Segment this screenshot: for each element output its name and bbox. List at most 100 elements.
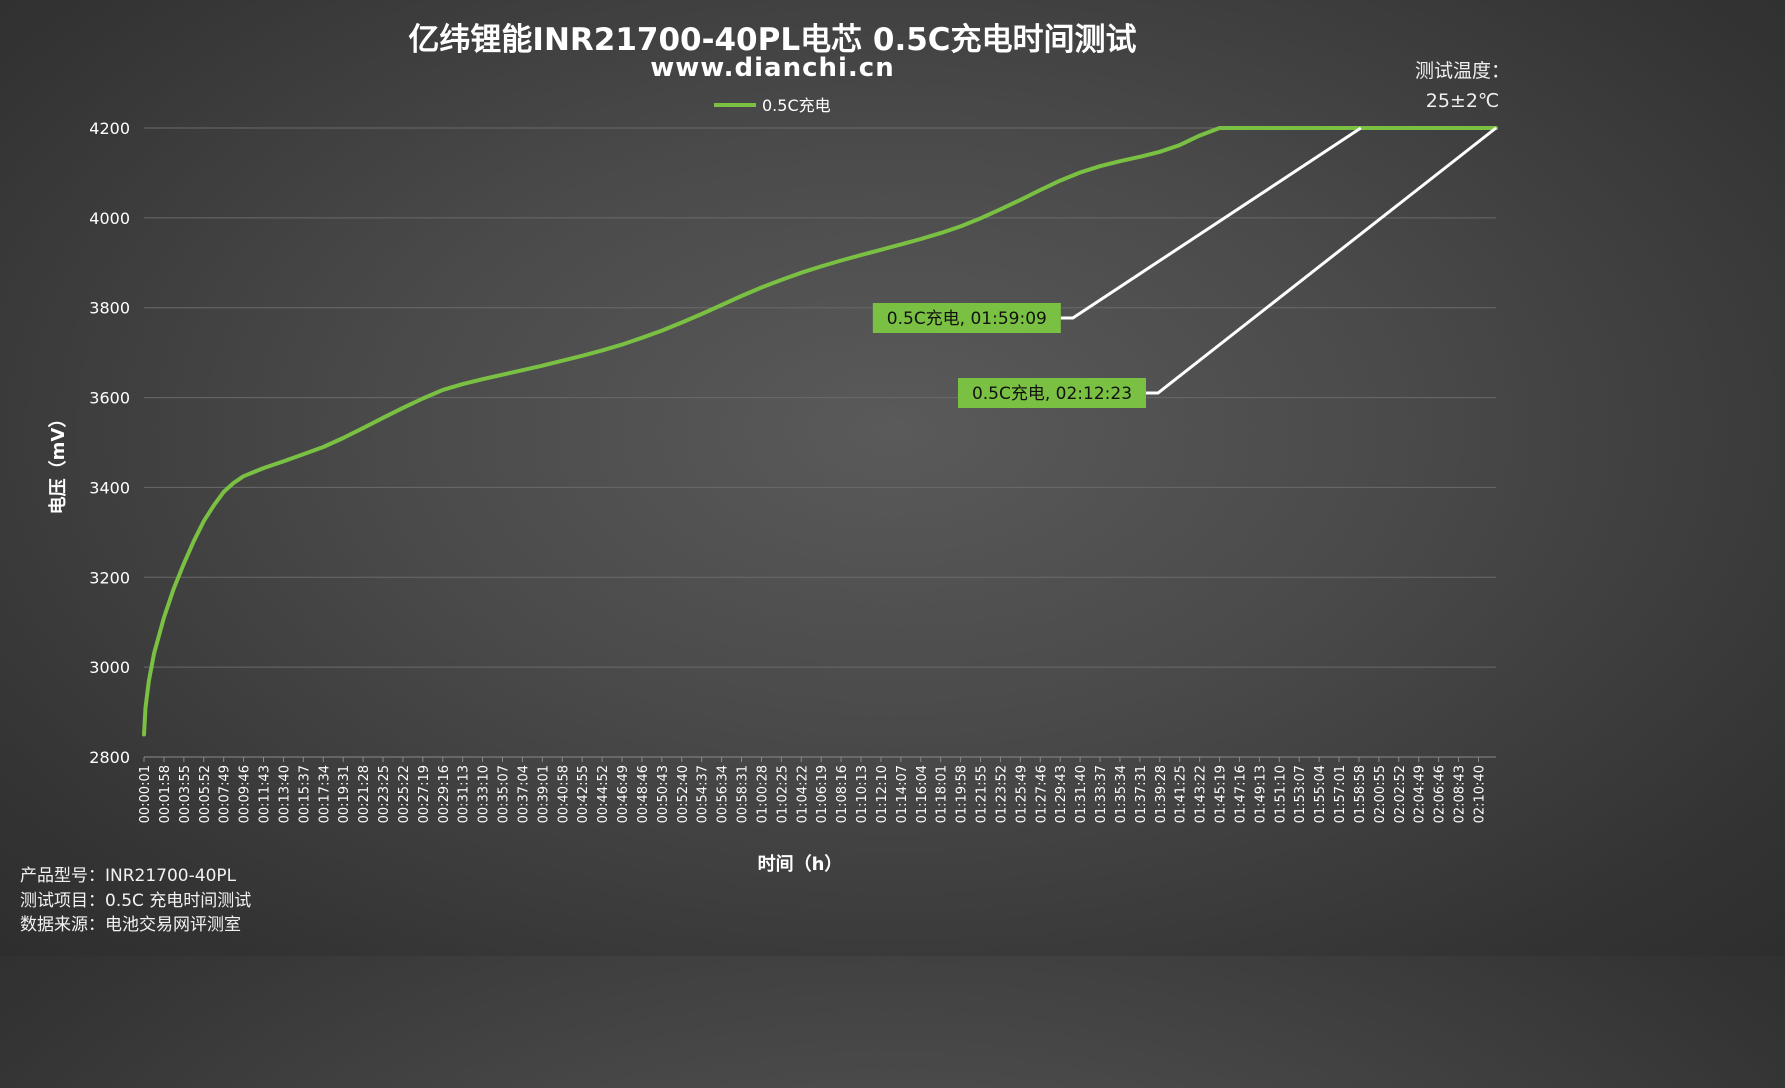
x-tick-label: 01:58:58 <box>1353 765 1368 823</box>
x-axis-title: 时间（h） <box>758 854 843 875</box>
x-tick-label: 00:54:37 <box>696 765 711 823</box>
x-axis: 00:00:01 00:01:58 00:03:55 00:05:52 00:07:49… <box>138 756 1496 823</box>
annotation-label: 0.5C充电, 02:12:23 <box>972 384 1132 404</box>
x-tick-label: 00:48:46 <box>636 765 651 823</box>
annotations: 0.5C充电, 01:59:09 0.5C充电, 02:12:23 <box>872 126 1497 408</box>
x-tick-label: 00:11:43 <box>258 765 273 823</box>
x-tick-label: 00:09:46 <box>238 765 253 823</box>
x-tick-label: 00:25:22 <box>397 765 412 823</box>
y-tick-label: 4200 <box>89 119 130 138</box>
x-tick-label: 01:29:43 <box>1054 765 1069 823</box>
x-tick-label: 01:43:22 <box>1194 765 1209 823</box>
footer-model: 产品型号：INR21700-40PL <box>20 866 237 886</box>
series-line <box>142 126 1498 737</box>
x-tick-label: 01:33:37 <box>1094 765 1109 823</box>
x-tick-label: 01:06:19 <box>815 765 830 823</box>
x-tick-label: 01:14:07 <box>895 765 910 823</box>
x-tick-label: 00:29:16 <box>437 765 452 823</box>
y-tick-label: 4000 <box>89 209 130 228</box>
x-tick-label: 00:21:28 <box>357 765 372 823</box>
x-tick-label: 01:37:31 <box>1134 765 1149 823</box>
x-tick-label: 01:27:46 <box>1034 765 1049 823</box>
x-tick-label: 00:23:25 <box>377 765 392 823</box>
y-tick-label: 3400 <box>89 478 130 497</box>
y-tick-label: 2800 <box>89 748 130 767</box>
x-tick-label: 00:40:58 <box>556 765 571 823</box>
x-tick-label: 00:46:49 <box>616 765 631 823</box>
x-tick-label: 00:01:58 <box>158 765 173 823</box>
x-tick-label: 01:57:01 <box>1333 765 1348 823</box>
x-tick-label: 01:00:28 <box>755 765 770 823</box>
y-tick-label: 3800 <box>89 299 130 318</box>
x-tick-label: 01:02:25 <box>775 765 790 823</box>
x-tick-label: 01:21:55 <box>975 765 990 823</box>
x-tick-label: 00:17:34 <box>317 765 332 823</box>
x-tick-label: 02:00:55 <box>1373 765 1388 823</box>
legend: 0.5C充电 <box>714 96 831 115</box>
x-tick-label: 01:25:49 <box>1014 765 1029 823</box>
x-tick-label: 01:10:13 <box>855 765 870 823</box>
x-tick-label: 01:41:25 <box>1174 765 1189 823</box>
y-tick-label: 3200 <box>89 568 130 587</box>
x-tick-label: 02:02:52 <box>1393 765 1408 823</box>
x-tick-label: 01:23:52 <box>994 765 1009 823</box>
x-tick-label: 02:08:43 <box>1453 765 1468 823</box>
annotation-box <box>872 303 1061 333</box>
x-tick-label: 00:33:10 <box>477 765 492 823</box>
x-tick-label: 01:45:19 <box>1214 765 1229 823</box>
x-tick-label: 01:12:10 <box>875 765 890 823</box>
x-tick-label: 02:04:49 <box>1413 765 1428 823</box>
x-tick-label: 00:50:43 <box>656 765 671 823</box>
grid-lines <box>144 127 1496 758</box>
x-tick-label: 01:19:58 <box>955 765 970 823</box>
y-axis: 2800 3000 3200 3400 3600 3800 4000 4200 <box>89 119 130 767</box>
x-tick-label: 01:31:40 <box>1074 765 1089 823</box>
x-tick-label: 01:51:10 <box>1273 765 1288 823</box>
x-tick-label: 02:10:40 <box>1472 765 1487 823</box>
x-tick-label: 00:39:01 <box>536 765 551 823</box>
chart-title: 亿纬锂能INR21700-40PL电芯 0.5C充电时间测试 <box>408 22 1137 58</box>
x-tick-label: 00:05:52 <box>198 765 213 823</box>
x-tick-label: 00:15:37 <box>297 765 312 823</box>
x-tick-label: 00:58:31 <box>736 765 751 823</box>
annotation-label: 0.5C充电, 01:59:09 <box>887 309 1047 329</box>
x-tick-label: 02:06:46 <box>1433 765 1448 823</box>
x-tick-label: 01:08:16 <box>835 765 850 823</box>
x-tick-label: 00:00:01 <box>138 765 153 823</box>
x-tick-label: 00:37:04 <box>516 765 531 823</box>
y-tick-label: 3600 <box>89 389 130 408</box>
x-tick-label: 00:03:55 <box>178 765 193 823</box>
x-tick-label: 00:19:31 <box>337 765 352 823</box>
legend-label: 0.5C充电 <box>762 96 831 115</box>
x-tick-label: 00:56:34 <box>716 765 731 823</box>
y-tick-label: 3000 <box>89 658 130 677</box>
x-tick-label: 01:39:28 <box>1154 765 1169 823</box>
x-tick-label: 00:07:49 <box>218 765 233 823</box>
x-tick-label: 01:18:01 <box>935 765 950 823</box>
x-tick-label: 01:16:04 <box>915 765 930 823</box>
annotation-leader <box>1060 126 1362 320</box>
y-axis-title: 电压（mV） <box>47 410 69 515</box>
x-tick-label: 00:27:19 <box>417 765 432 823</box>
test-temperature-value: 25±2℃ <box>1425 90 1500 112</box>
x-tick-label: 01:55:04 <box>1313 765 1328 823</box>
x-tick-label: 01:04:22 <box>795 765 810 823</box>
chart-subtitle: www.dianchi.cn <box>650 53 895 83</box>
x-tick-label: 00:44:52 <box>596 765 611 823</box>
x-tick-label: 01:35:34 <box>1114 765 1129 823</box>
footer-test-item: 测试项目：0.5C 充电时间测试 <box>20 891 252 911</box>
footer-source: 数据来源：电池交易网评测室 <box>20 915 241 935</box>
x-tick-label: 01:47:16 <box>1233 765 1248 823</box>
voltage-line-chart: 2800 3000 3200 3400 3600 3800 4000 4200 00:00:0… <box>47 96 1498 875</box>
test-temperature: 测试温度： 25±2℃ <box>1380 56 1545 116</box>
x-tick-label: 00:31:13 <box>457 765 472 823</box>
x-tick-label: 01:53:07 <box>1293 765 1308 823</box>
series-group <box>142 126 1498 737</box>
x-tick-label: 00:35:07 <box>497 765 512 823</box>
x-tick-label: 00:52:40 <box>676 765 691 823</box>
x-tick-label: 01:49:13 <box>1253 765 1268 823</box>
x-tick-label: 00:42:55 <box>576 765 591 823</box>
x-tick-label: 00:13:40 <box>277 765 292 823</box>
test-temperature-label: 测试温度： <box>1414 60 1510 82</box>
annotation-leader <box>1146 126 1497 395</box>
